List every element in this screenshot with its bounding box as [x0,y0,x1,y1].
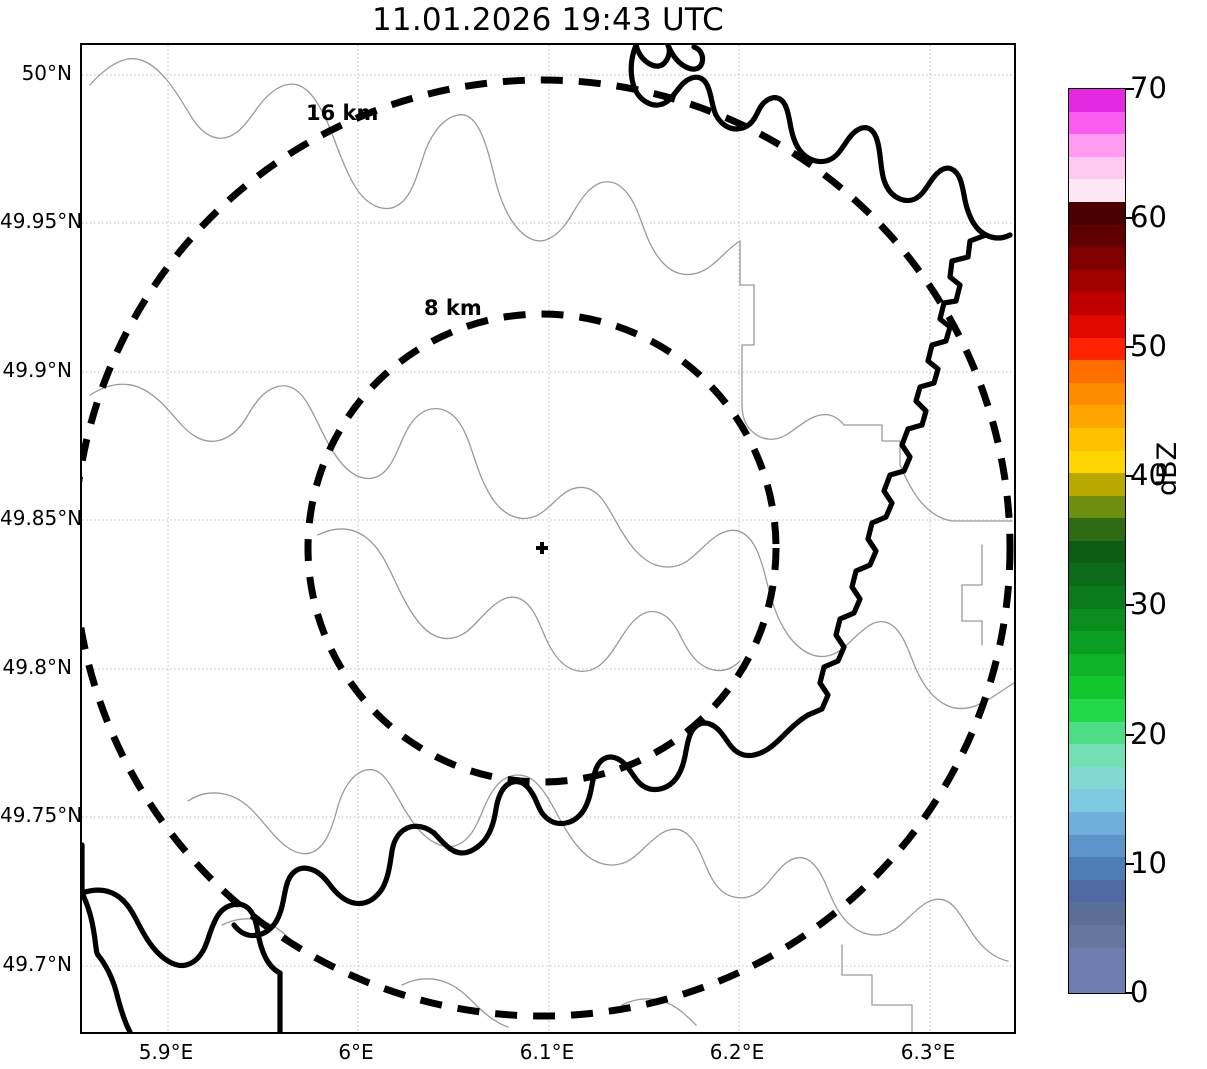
colorbar-band-12 [1069,699,1125,722]
colorbar-band-26 [1069,382,1125,406]
colorbar-tick-10: 10 [1130,846,1167,880]
colorbar-band-18 [1069,563,1125,587]
colorbar-tick-30: 30 [1130,587,1167,621]
x-tick-label-6-3: 6.3°E [900,1040,956,1064]
x-tick-label-6-2: 6.2°E [709,1040,765,1064]
y-tick-label-49-7: 49.7°N [2,952,73,976]
colorbar-band-20 [1069,518,1125,541]
colorbar-band-11 [1069,721,1125,745]
colorbar-band-19 [1069,540,1125,564]
gridlines [82,45,1014,1032]
colorbar-band-30 [1069,292,1125,315]
administrative-boundaries [89,58,1014,1032]
radar-center-marker [536,542,548,554]
colorbar-band-13 [1069,676,1125,700]
colorbar-tick-20: 20 [1130,717,1167,751]
colorbar-band-23 [1069,450,1125,474]
colorbar-band-8 [1069,789,1125,812]
colorbar-tickmark-30 [1125,604,1134,606]
y-tick-label-50: 50°N [21,61,72,85]
colorbar-tickmark-10 [1125,863,1134,865]
colorbar-band-32 [1069,247,1125,270]
colorbar-tick-50: 50 [1130,329,1167,363]
colorbar-band-3 [1069,902,1125,925]
colorbar-axis-label: dBZ [1152,441,1183,496]
colorbar-band-21 [1069,495,1125,519]
colorbar[interactable] [1068,88,1126,994]
page-title: 11.01.2026 19:43 UTC [372,2,724,38]
colorbar-band-34 [1069,201,1125,225]
colorbar-band-28 [1069,337,1125,361]
colorbar-band-25 [1069,405,1125,428]
colorbar-tickmark-40 [1125,475,1134,477]
x-tick-label-6: 6°E [338,1040,374,1064]
range-ring-label-8km: 8 km [424,296,482,320]
colorbar-band-35 [1069,179,1125,202]
colorbar-tickmark-50 [1125,346,1134,348]
colorbar-band-29 [1069,314,1125,338]
national-border [82,45,1013,1032]
y-tick-label-49-8: 49.8°N [2,655,73,679]
colorbar-band-38 [1069,111,1125,135]
colorbar-band-14 [1069,653,1125,677]
y-tick-label-49-95: 49.95°N [0,209,83,233]
colorbar-tick-70: 70 [1130,71,1167,105]
colorbar-band-7 [1069,812,1125,835]
colorbar-band-9 [1069,766,1125,790]
colorbar-band-37 [1069,134,1125,157]
map-canvas [82,45,1014,1032]
y-tick-label-49-9: 49.9°N [2,358,73,382]
radar-map-plot[interactable]: 16 km 8 km [80,43,1016,1034]
colorbar-tick-40: 40 [1130,458,1167,492]
colorbar-band-5 [1069,857,1125,880]
colorbar-band-15 [1069,631,1125,654]
colorbar-tickmark-20 [1125,734,1134,736]
y-tick-label-49-85: 49.85°N [0,506,83,530]
colorbar-band-24 [1069,427,1125,451]
colorbar-band-39 [1069,89,1125,112]
x-tick-label-5-9: 5.9°E [138,1040,194,1064]
colorbar-band-0 [1069,970,1125,993]
colorbar-band-10 [1069,744,1125,767]
colorbar-tick-60: 60 [1130,200,1167,234]
range-rings [82,76,1014,1020]
colorbar-tickmark-70 [1125,88,1134,90]
colorbar-band-6 [1069,834,1125,858]
colorbar-tickmark-60 [1125,217,1134,219]
colorbar-band-4 [1069,879,1125,903]
colorbar-band-27 [1069,360,1125,383]
colorbar-band-2 [1069,924,1125,948]
colorbar-tickmark-0 [1125,992,1134,994]
x-tick-label-6-1: 6.1°E [519,1040,575,1064]
y-tick-label-49-75: 49.75°N [0,803,83,827]
colorbar-band-31 [1069,269,1125,293]
colorbar-band-16 [1069,608,1125,632]
colorbar-band-33 [1069,224,1125,248]
colorbar-band-17 [1069,586,1125,609]
colorbar-band-22 [1069,473,1125,496]
range-ring-8km [304,310,780,786]
colorbar-band-36 [1069,156,1125,180]
colorbar-tick-0: 0 [1130,975,1149,1009]
range-ring-label-16km: 16 km [306,101,379,125]
range-ring-16km [82,76,1014,1020]
colorbar-band-1 [1069,947,1125,971]
